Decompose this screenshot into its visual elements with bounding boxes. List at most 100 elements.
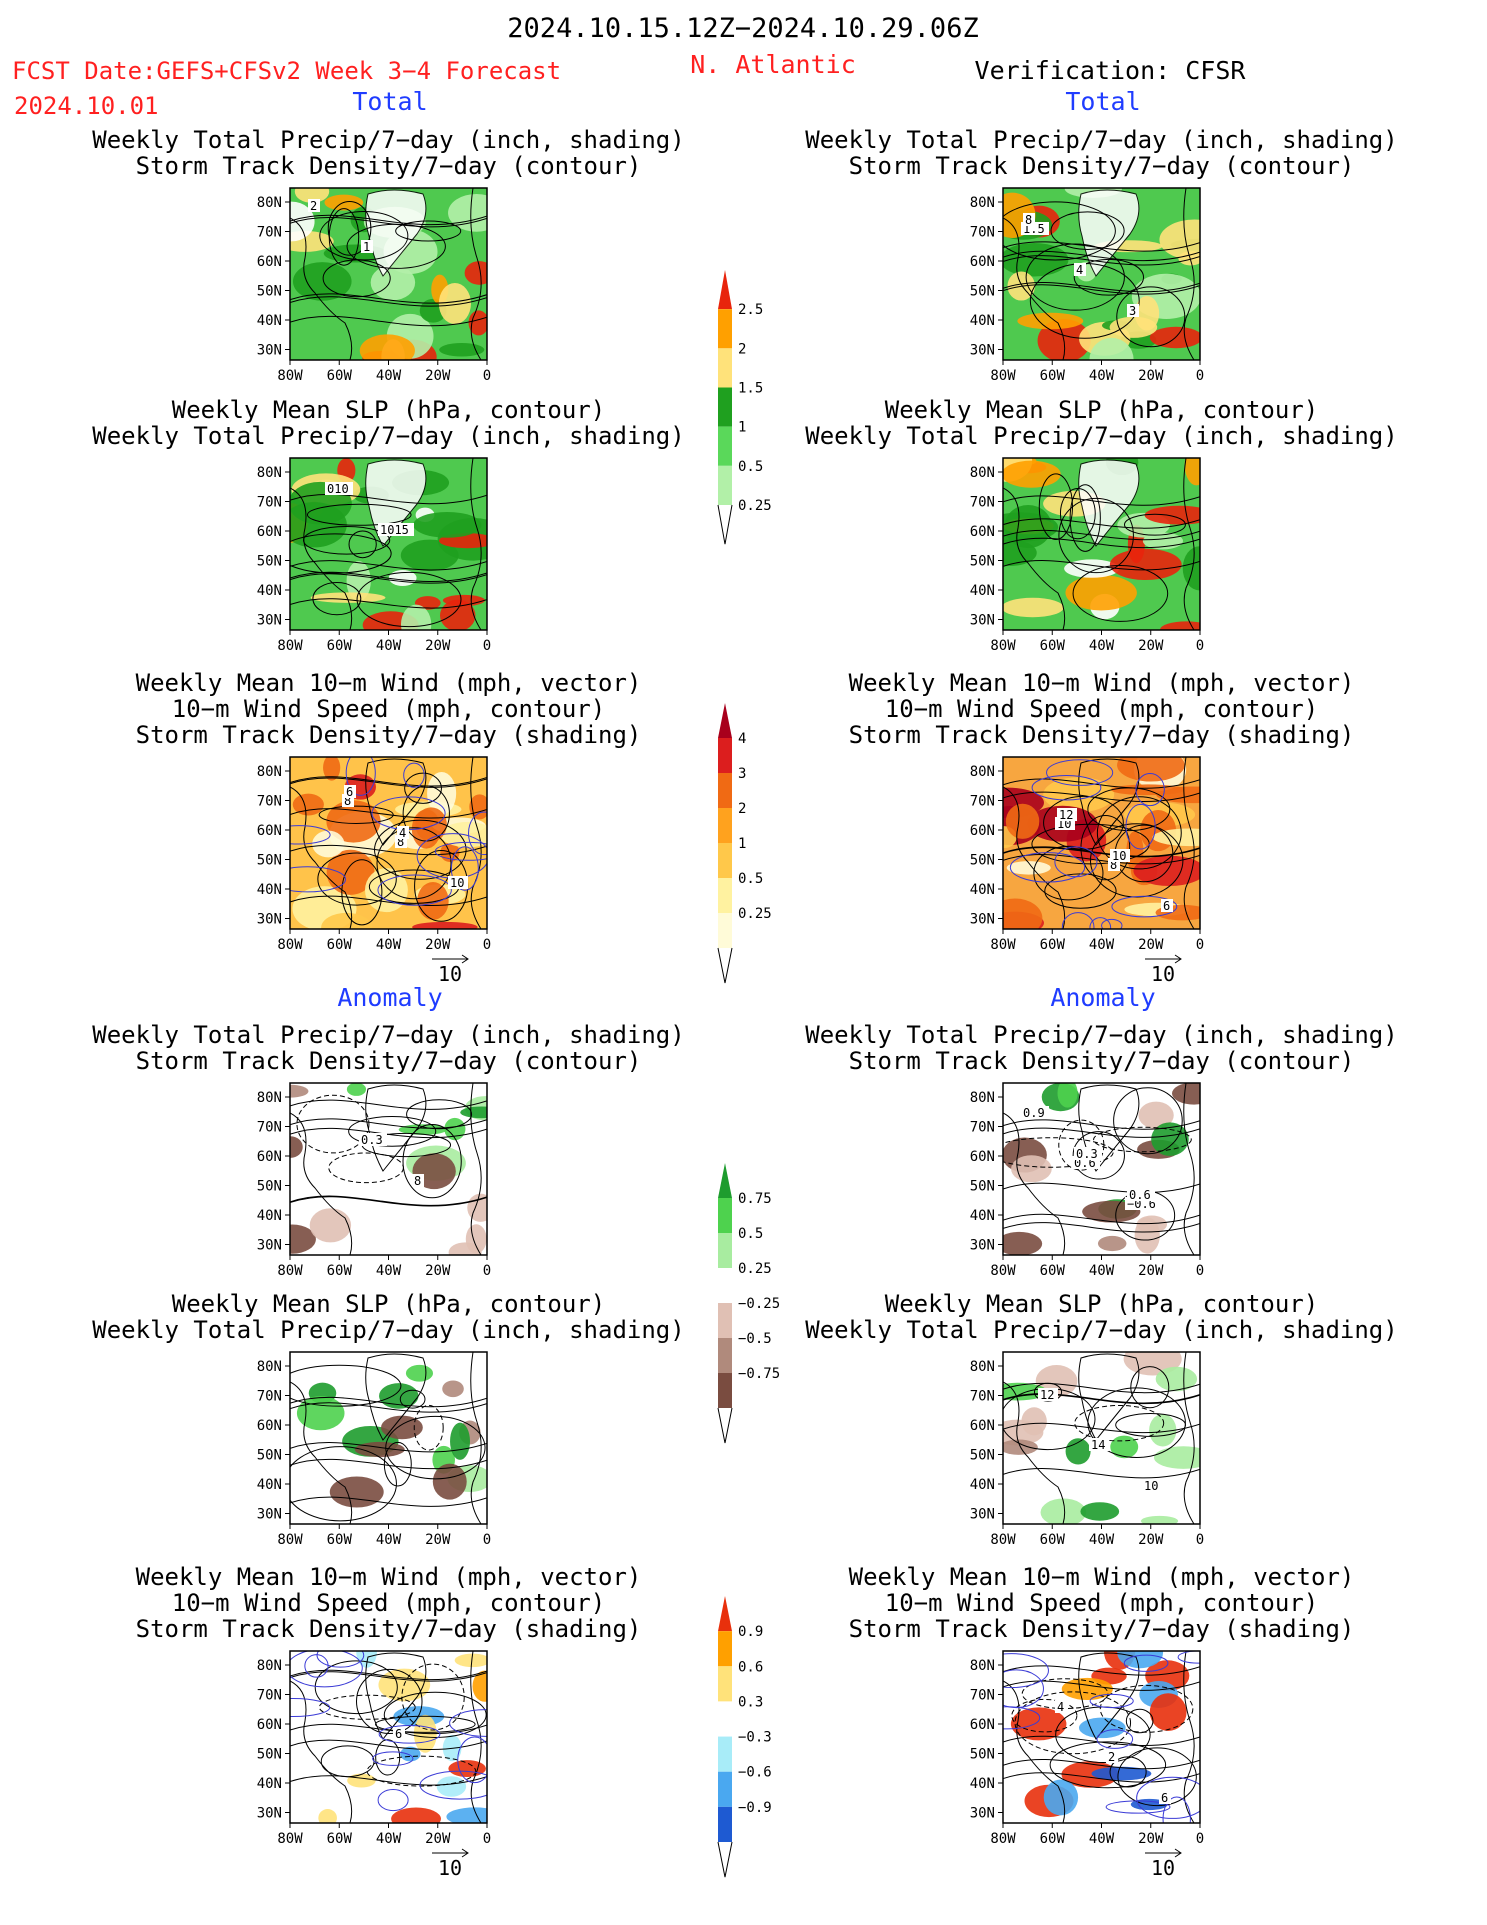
colorbar-segment — [718, 1198, 732, 1233]
field-blob — [438, 282, 471, 325]
lat-tick-label: 50N — [970, 853, 995, 869]
colorbar-segment — [718, 808, 732, 843]
lat-tick-label: 70N — [257, 1120, 282, 1136]
lat-tick-label: 40N — [257, 313, 282, 329]
lon-tick-label: 80W — [990, 638, 1016, 654]
contour-line — [1113, 1087, 1183, 1155]
field-blob — [1134, 1217, 1160, 1254]
contour-line — [290, 776, 487, 787]
colorbars: 2.5 2 1.5 1 0.5 0.25 4 3 2 1 0.5 0.25 0.75 0.5 0.25 −0.… — [717, 270, 780, 1878]
lat-tick-label: 60N — [970, 254, 995, 270]
greenland-outline — [1078, 758, 1140, 846]
lon-tick-label: 20W — [425, 1831, 451, 1847]
lat-tick-label: 50N — [257, 284, 282, 300]
field-blob — [439, 343, 485, 357]
lat-tick-label: 80N — [257, 465, 282, 481]
contour-label: 1 — [363, 240, 370, 254]
contour-line — [1011, 1698, 1078, 1733]
lon-tick-label: 20W — [425, 1263, 451, 1279]
wind-vector-cluster — [1162, 1796, 1191, 1823]
lat-tick-label: 80N — [970, 465, 995, 481]
lat-tick-label: 30N — [970, 613, 995, 629]
field-blob — [413, 512, 482, 538]
lat-tick-label: 80N — [257, 764, 282, 780]
colorbar-label: 0.3 — [738, 1694, 763, 1710]
colorbar-tail — [717, 1841, 733, 1878]
lon-tick-label: 20W — [425, 1532, 451, 1548]
field-blob — [292, 262, 352, 301]
contour-label: 6 — [1163, 899, 1170, 913]
contour-line — [1003, 250, 1200, 262]
panel-title: Storm Track Density/7−day (shading) — [136, 721, 642, 749]
panel-title: Weekly Total Precip/7−day (inch, shading… — [805, 1021, 1397, 1049]
wind-vector-cluster — [372, 1751, 414, 1766]
lat-tick-label: 70N — [257, 1389, 282, 1405]
contour-line — [290, 573, 487, 584]
contour-line — [1069, 484, 1101, 552]
contour-line — [1059, 487, 1096, 540]
wind-vector-cluster — [1061, 912, 1095, 929]
wind-vector-cluster — [1054, 846, 1098, 878]
contour-label: 10 — [1112, 849, 1126, 863]
lon-tick-label: 80W — [990, 368, 1016, 384]
coastline — [290, 217, 353, 360]
contour-label-bg — [393, 1727, 405, 1740]
wind-vector-cluster — [1089, 1693, 1134, 1709]
lon-tick-label: 0 — [483, 1831, 491, 1847]
field-blob — [1178, 251, 1200, 266]
wind-vector-cluster — [403, 762, 425, 788]
contour-line — [1072, 565, 1169, 622]
field-blob — [442, 1380, 464, 1398]
lon-tick-label: 40W — [1089, 937, 1115, 953]
contour-label: 1015 — [380, 523, 409, 537]
panel-title: Weekly Mean SLP (hPa, contour) — [885, 396, 1318, 424]
contour-line — [1003, 529, 1200, 541]
contour-line — [1050, 211, 1125, 250]
contour-label: 0.6 — [1129, 1188, 1151, 1202]
field-blob — [1065, 575, 1137, 611]
section-label-anomaly: Anomaly — [1050, 983, 1155, 1012]
contour-line — [1003, 560, 1200, 571]
field-blob — [454, 1653, 487, 1668]
lat-tick-label: 70N — [970, 794, 995, 810]
field-blob — [1011, 1155, 1052, 1183]
colorbar-segment — [718, 1736, 732, 1772]
wind-vector-cluster — [304, 1654, 329, 1678]
contour-line — [1003, 284, 1200, 295]
contour-line — [290, 533, 392, 574]
contour-label: 8 — [1025, 213, 1032, 227]
coastline — [470, 458, 482, 630]
lat-tick-label: 40N — [970, 313, 995, 329]
colorbar-segment — [718, 843, 732, 878]
contour-line — [290, 1118, 487, 1129]
contour-label-bg — [308, 199, 320, 212]
lat-tick-label: 70N — [257, 1688, 282, 1704]
colorbar-segment — [718, 913, 732, 948]
lat-tick-label: 60N — [257, 254, 282, 270]
contour-label-bg — [359, 1133, 387, 1146]
contour-line — [312, 581, 362, 616]
wind-vector-cluster — [449, 1709, 487, 1737]
vector-reference-arrowhead — [461, 954, 469, 964]
contour-line — [1115, 1413, 1186, 1437]
contour-line — [402, 1123, 462, 1199]
contour-line — [1003, 537, 1200, 549]
date-range-title: 2024.10.15.12Z−2024.10.29.06Z — [507, 13, 978, 44]
contour-line — [1072, 1131, 1125, 1180]
contour-line — [290, 493, 487, 505]
lat-tick-label: 60N — [970, 524, 995, 540]
field-blob — [1154, 1446, 1200, 1469]
contour-line — [1003, 518, 1200, 529]
panel-title: 10−m Wind Speed (mph, contour) — [172, 1589, 605, 1617]
coastline — [470, 757, 482, 929]
field-blob — [1110, 1435, 1139, 1459]
lat-tick-label: 70N — [257, 794, 282, 810]
contour-line — [1038, 473, 1074, 541]
contour-label-bg — [412, 1174, 424, 1187]
colorbar-label: 0.75 — [738, 1191, 772, 1207]
colorbar-segment — [718, 309, 732, 349]
field-blob — [1184, 458, 1200, 486]
colorbar-label: 0.25 — [738, 1261, 772, 1277]
